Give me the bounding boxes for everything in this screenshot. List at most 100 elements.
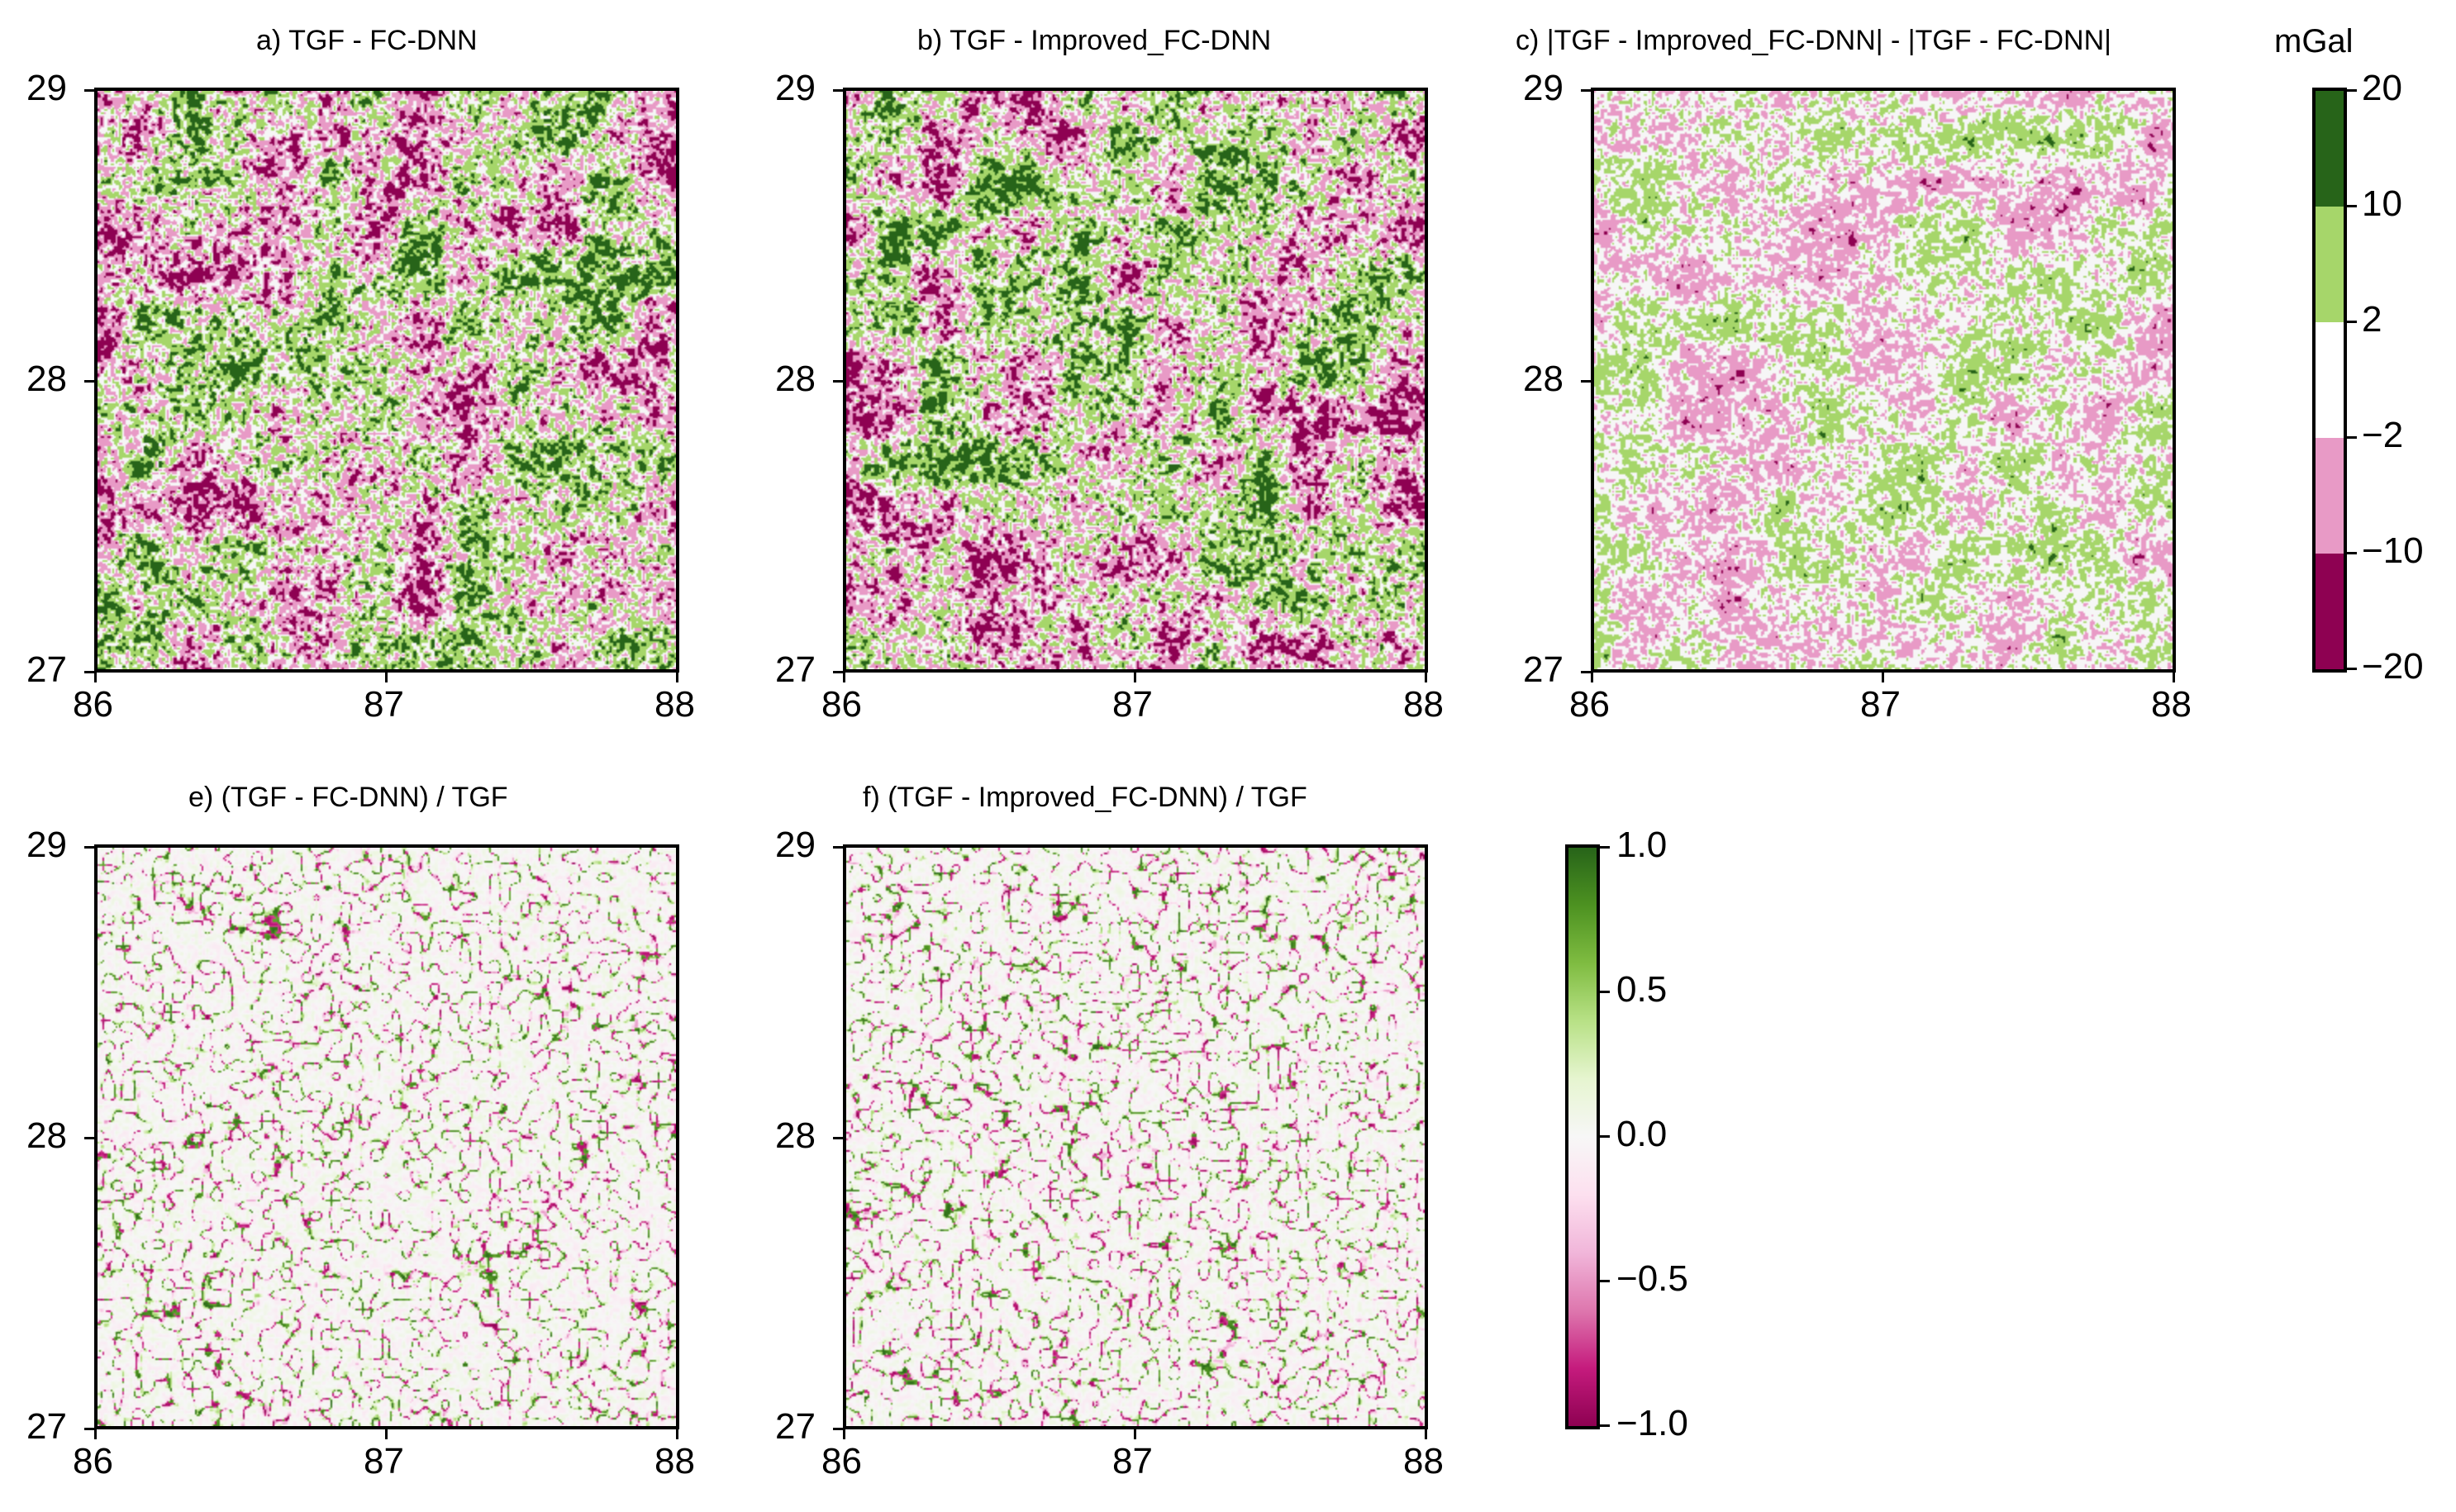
colorbar-label: −0.5 bbox=[1616, 1258, 1688, 1299]
x-tick-label: 86 bbox=[821, 684, 862, 725]
y-tick-label: 28 bbox=[26, 359, 67, 399]
panel-title: a) TGF - FC-DNN bbox=[256, 25, 478, 56]
heatmap-map bbox=[1591, 88, 2176, 673]
colorbar-tick bbox=[2347, 436, 2357, 439]
x-tick-label: 87 bbox=[364, 1441, 404, 1481]
x-tick-label: 88 bbox=[1403, 684, 1444, 725]
colorbar-tick bbox=[1600, 1135, 1610, 1138]
x-tick-mark bbox=[94, 1429, 97, 1439]
x-tick-mark bbox=[843, 673, 845, 682]
x-tick-mark bbox=[676, 673, 678, 682]
panel-title: e) (TGF - FC-DNN) / TGF bbox=[188, 782, 508, 813]
x-tick-label: 87 bbox=[364, 684, 404, 725]
x-tick-mark bbox=[94, 673, 97, 682]
x-tick-mark bbox=[676, 1429, 678, 1439]
heatmap-canvas bbox=[846, 848, 1425, 1426]
x-tick-mark bbox=[1882, 673, 1884, 682]
y-tick-label: 29 bbox=[775, 825, 816, 865]
y-tick-mark bbox=[84, 671, 94, 673]
colorbar-label: 10 bbox=[2362, 183, 2402, 224]
heatmap-map bbox=[843, 844, 1428, 1429]
x-tick-label: 88 bbox=[1403, 1441, 1444, 1481]
colorbar-label: −1.0 bbox=[1616, 1403, 1688, 1443]
x-tick-label: 86 bbox=[821, 1441, 862, 1481]
x-tick-mark bbox=[1134, 673, 1136, 682]
colorbar-tick bbox=[2347, 205, 2357, 207]
y-tick-label: 29 bbox=[26, 68, 67, 108]
panel-title: c) |TGF - Improved_FC-DNN| - |TGF - FC-D… bbox=[1516, 25, 2111, 56]
y-tick-mark bbox=[833, 846, 843, 849]
heatmap-canvas bbox=[98, 91, 676, 669]
y-tick-mark bbox=[833, 1428, 843, 1430]
colorbar-label: 0.0 bbox=[1616, 1114, 1668, 1154]
colorbar-label: −20 bbox=[2362, 646, 2424, 687]
colorbar-continuous bbox=[1565, 844, 1600, 1429]
y-tick-label: 28 bbox=[775, 1115, 816, 1156]
heatmap-canvas bbox=[98, 848, 676, 1426]
colorbar-tick bbox=[2347, 552, 2357, 554]
y-tick-mark bbox=[1581, 671, 1591, 673]
x-tick-label: 86 bbox=[1569, 684, 1610, 725]
colorbar-segment bbox=[2316, 91, 2344, 207]
x-tick-label: 87 bbox=[1112, 684, 1153, 725]
y-tick-label: 28 bbox=[775, 359, 816, 399]
panel-title: b) TGF - Improved_FC-DNN bbox=[917, 25, 1272, 56]
y-tick-label: 27 bbox=[775, 649, 816, 690]
colorbar-label: 0.5 bbox=[1616, 969, 1668, 1010]
y-tick-mark bbox=[84, 380, 94, 383]
heatmap-map bbox=[94, 88, 679, 673]
y-tick-mark bbox=[84, 1428, 94, 1430]
y-tick-label: 27 bbox=[775, 1406, 816, 1447]
heatmap-map bbox=[94, 844, 679, 1429]
x-tick-label: 87 bbox=[1860, 684, 1901, 725]
y-tick-mark bbox=[833, 671, 843, 673]
x-tick-mark bbox=[1425, 1429, 1427, 1439]
y-tick-label: 29 bbox=[1523, 68, 1564, 108]
colorbar-discrete bbox=[2312, 88, 2347, 673]
x-tick-label: 87 bbox=[1112, 1441, 1153, 1481]
y-tick-label: 27 bbox=[1523, 649, 1564, 690]
y-tick-label: 28 bbox=[1523, 359, 1564, 399]
colorbar-label: 1.0 bbox=[1616, 825, 1668, 865]
x-tick-mark bbox=[843, 1429, 845, 1439]
y-tick-mark bbox=[1581, 89, 1591, 92]
x-tick-label: 88 bbox=[654, 1441, 695, 1481]
y-tick-label: 27 bbox=[26, 649, 67, 690]
y-tick-mark bbox=[84, 846, 94, 849]
colorbar-tick bbox=[1600, 991, 1610, 993]
y-tick-label: 29 bbox=[775, 68, 816, 108]
colorbar-tick bbox=[1600, 1424, 1610, 1427]
y-tick-mark bbox=[833, 1137, 843, 1139]
y-tick-mark bbox=[84, 89, 94, 92]
x-tick-label: 88 bbox=[654, 684, 695, 725]
colorbar-label: −10 bbox=[2362, 530, 2424, 571]
heatmap-canvas bbox=[846, 91, 1425, 669]
colorbar-tick bbox=[1600, 1280, 1610, 1282]
x-tick-mark bbox=[2173, 673, 2175, 682]
y-tick-label: 29 bbox=[26, 825, 67, 865]
colorbar-label: 20 bbox=[2362, 68, 2402, 108]
colorbar-tick bbox=[2347, 89, 2357, 92]
colorbar-label: −2 bbox=[2362, 415, 2404, 455]
x-tick-mark bbox=[385, 1429, 388, 1439]
colorbar-segment bbox=[2316, 322, 2344, 439]
y-tick-mark bbox=[833, 89, 843, 92]
heatmap-canvas bbox=[1594, 91, 2173, 669]
y-tick-mark bbox=[1581, 380, 1591, 383]
colorbar-tick bbox=[2347, 668, 2357, 670]
x-tick-mark bbox=[1134, 1429, 1136, 1439]
panel-title: f) (TGF - Improved_FC-DNN) / TGF bbox=[863, 782, 1307, 813]
y-tick-label: 27 bbox=[26, 1406, 67, 1447]
colorbar-unit: mGal bbox=[2274, 23, 2354, 59]
colorbar-label: 2 bbox=[2362, 299, 2382, 340]
colorbar-tick bbox=[1600, 846, 1610, 849]
x-tick-mark bbox=[1591, 673, 1593, 682]
x-tick-label: 86 bbox=[73, 684, 113, 725]
y-tick-label: 28 bbox=[26, 1115, 67, 1156]
x-tick-mark bbox=[385, 673, 388, 682]
colorbar-tick bbox=[2347, 321, 2357, 323]
x-tick-label: 86 bbox=[73, 1441, 113, 1481]
heatmap-map bbox=[843, 88, 1428, 673]
colorbar-segment bbox=[2316, 438, 2344, 554]
colorbar-segment bbox=[2316, 207, 2344, 323]
